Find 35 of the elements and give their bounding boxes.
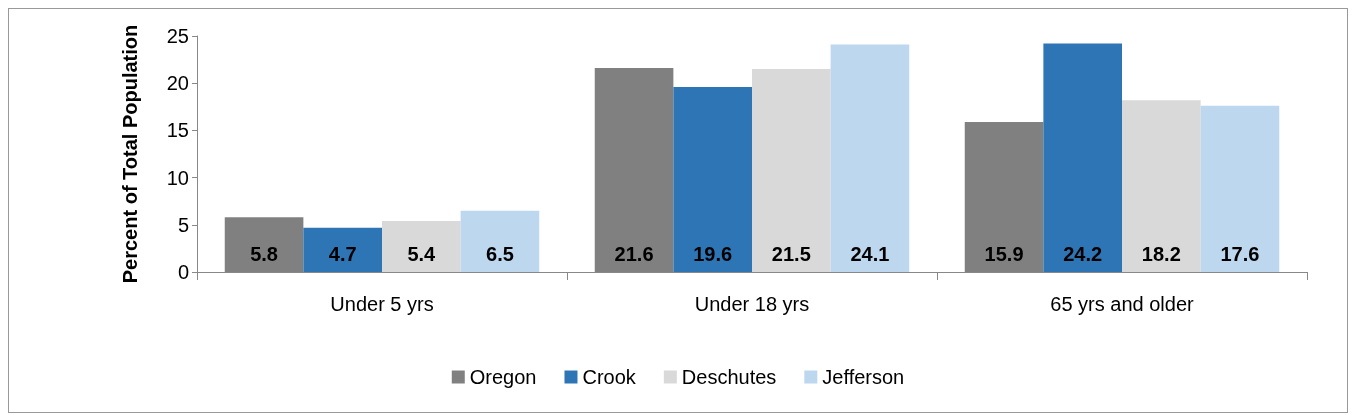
- bar: [1043, 43, 1122, 272]
- data-label: 24.1: [850, 243, 890, 265]
- data-label: 21.6: [614, 243, 654, 265]
- data-label: 4.7: [328, 243, 357, 265]
- data-label: 24.2: [1063, 243, 1103, 265]
- bar: [382, 221, 461, 272]
- data-label: 21.5: [771, 243, 811, 265]
- legend-label: Jefferson: [822, 366, 905, 388]
- y-tick-label: 25: [166, 25, 189, 47]
- y-tick-label: 0: [177, 261, 189, 283]
- bar: [460, 210, 540, 272]
- x-tick-label: Under 5 yrs: [330, 293, 434, 315]
- legend-label: Crook: [582, 366, 637, 388]
- x-tick-label: 65 yrs and older: [1050, 293, 1195, 315]
- y-axis-title: Percent of Total Population: [119, 24, 141, 284]
- y-tick-label: 20: [166, 72, 189, 95]
- data-label: 15.9: [984, 243, 1024, 265]
- bar: [1200, 105, 1280, 272]
- bar: [1122, 100, 1201, 272]
- y-tick-label: 15: [166, 119, 189, 142]
- legend-label: Oregon: [469, 366, 537, 388]
- x-tick-label: Under 18 yrs: [694, 293, 810, 315]
- data-label: 6.5: [486, 243, 514, 265]
- data-label: 18.2: [1141, 243, 1181, 265]
- bar: [830, 44, 910, 272]
- y-tick-label: 10: [166, 166, 189, 189]
- bar: [752, 69, 831, 272]
- bar: [303, 227, 382, 272]
- legend-label: Deschutes: [681, 366, 777, 388]
- data-label: 19.6: [693, 243, 733, 265]
- data-label: 17.6: [1220, 243, 1260, 265]
- bar: [673, 86, 752, 272]
- y-tick-label: 5: [177, 213, 189, 236]
- data-label: 5.4: [407, 243, 437, 265]
- data-label: 5.8: [250, 243, 278, 265]
